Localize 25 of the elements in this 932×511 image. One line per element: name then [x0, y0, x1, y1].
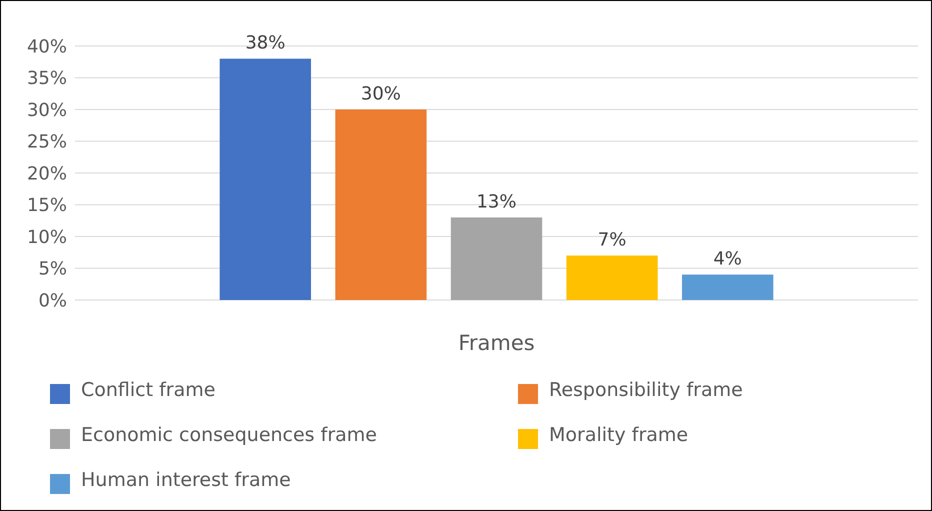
bar	[682, 274, 774, 300]
data-label: 13%	[476, 191, 517, 212]
bar	[566, 256, 658, 300]
y-tick-label: 15%	[26, 195, 67, 216]
x-tick-label: Frames	[458, 331, 535, 355]
y-tick-label: 20%	[26, 163, 67, 184]
bar	[220, 58, 312, 300]
bar	[335, 110, 427, 300]
bar	[450, 217, 542, 300]
y-tick-label: 40%	[26, 36, 67, 58]
data-label: 30%	[360, 84, 401, 104]
legend-label: Conflict frame	[81, 378, 216, 401]
legend-label: Economic consequences frame	[81, 424, 377, 446]
y-tick-label: 5%	[38, 258, 67, 280]
legend-label: Responsibility frame	[549, 378, 743, 401]
data-label: 7%	[598, 230, 626, 251]
y-tick-label: 30%	[26, 100, 67, 121]
legend-label: Morality frame	[549, 424, 688, 446]
y-tick-label: 35%	[26, 68, 67, 90]
y-tick-label: 10%	[26, 226, 67, 248]
y-tick-label: 0%	[38, 290, 67, 312]
data-label: 38%	[245, 32, 286, 54]
y-tick-label: 25%	[26, 132, 67, 153]
data-label: 4%	[713, 248, 742, 270]
legend-label: Human interest frame	[81, 468, 291, 491]
